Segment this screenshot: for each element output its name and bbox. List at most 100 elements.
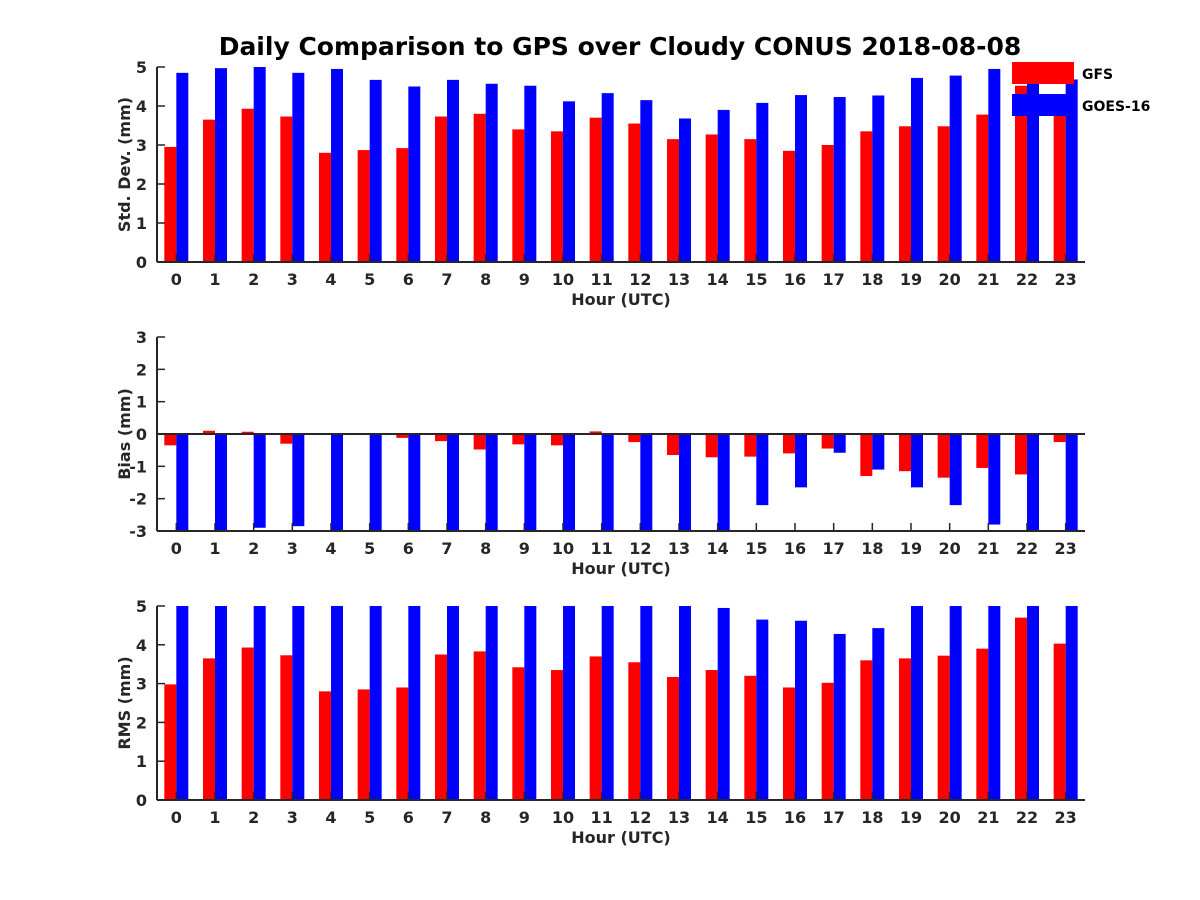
bar-stddev-goes-16-9 bbox=[524, 85, 537, 262]
bar-stddev-gfs-15 bbox=[744, 139, 757, 262]
bar-bias-gfs-3 bbox=[280, 434, 293, 444]
x-tick-label-rms: 19 bbox=[900, 808, 922, 827]
bar-rms-gfs-8 bbox=[473, 651, 486, 800]
y-tick-label-stddev: 0 bbox=[136, 253, 147, 272]
x-tick-label-rms: 11 bbox=[591, 808, 613, 827]
y-axis-label-bias: Bias (mm) bbox=[115, 388, 134, 480]
x-tick-label-rms: 17 bbox=[823, 808, 845, 827]
bar-stddev-gfs-7 bbox=[435, 116, 447, 262]
y-tick-label-bias: 2 bbox=[136, 360, 147, 379]
y-tick-label-stddev: 1 bbox=[136, 214, 147, 233]
bar-rms-gfs-23 bbox=[1053, 643, 1066, 800]
bar-bias-goes-16-1 bbox=[215, 434, 227, 531]
bar-stddev-gfs-19 bbox=[899, 126, 911, 262]
bar-stddev-goes-16-12 bbox=[640, 100, 653, 263]
bar-rms-gfs-15 bbox=[744, 675, 757, 800]
x-tick-label-bias: 16 bbox=[784, 539, 806, 558]
bar-stddev-gfs-17 bbox=[821, 145, 834, 262]
x-tick-label-rms: 12 bbox=[629, 808, 651, 827]
bar-stddev-gfs-16 bbox=[783, 150, 795, 262]
bar-rms-goes-16-13 bbox=[679, 606, 691, 800]
bar-rms-gfs-2 bbox=[241, 647, 254, 800]
bar-rms-goes-16-10 bbox=[563, 606, 575, 800]
x-tick-label-rms: 13 bbox=[668, 808, 690, 827]
bar-bias-goes-16-12 bbox=[640, 434, 653, 531]
bar-bias-gfs-12 bbox=[628, 434, 641, 443]
bar-bias-gfs-10 bbox=[551, 434, 563, 446]
bar-bias-gfs-17 bbox=[821, 434, 834, 449]
bar-stddev-gfs-11 bbox=[589, 117, 602, 262]
bar-bias-gfs-21 bbox=[976, 434, 989, 468]
bar-bias-gfs-18 bbox=[860, 434, 873, 477]
x-tick-label-rms: 9 bbox=[519, 808, 530, 827]
x-axis-label-stddev: Hour (UTC) bbox=[571, 290, 671, 309]
bar-stddev-gfs-21 bbox=[976, 114, 989, 262]
bar-stddev-goes-16-0 bbox=[176, 72, 189, 262]
x-tick-label-rms: 20 bbox=[939, 808, 961, 827]
bar-stddev-gfs-5 bbox=[357, 150, 370, 262]
bar-bias-gfs-19 bbox=[899, 434, 911, 472]
bar-stddev-gfs-22 bbox=[1015, 85, 1027, 262]
bar-bias-goes-16-10 bbox=[563, 434, 575, 531]
bar-stddev-gfs-14 bbox=[705, 134, 718, 262]
x-tick-label-rms: 23 bbox=[1055, 808, 1077, 827]
bar-stddev-goes-16-8 bbox=[485, 83, 498, 263]
x-tick-label-rms: 1 bbox=[209, 808, 220, 827]
bar-bias-goes-16-13 bbox=[679, 434, 691, 531]
bar-rms-goes-16-0 bbox=[176, 606, 189, 800]
bar-bias-goes-16-20 bbox=[949, 434, 962, 506]
bar-stddev-goes-16-3 bbox=[292, 72, 305, 262]
bar-rms-gfs-19 bbox=[899, 658, 911, 800]
bar-bias-gfs-6 bbox=[396, 434, 409, 438]
bar-stddev-goes-16-16 bbox=[795, 95, 807, 262]
x-tick-label-bias: 4 bbox=[325, 539, 336, 558]
bar-rms-goes-16-3 bbox=[292, 606, 305, 800]
x-tick-label-rms: 0 bbox=[171, 808, 182, 827]
x-tick-label-stddev: 19 bbox=[900, 270, 922, 289]
x-tick-label-stddev: 22 bbox=[1016, 270, 1038, 289]
x-tick-label-bias: 22 bbox=[1016, 539, 1038, 558]
bar-rms-goes-16-21 bbox=[988, 606, 1001, 800]
x-tick-label-stddev: 9 bbox=[519, 270, 530, 289]
bar-bias-goes-16-15 bbox=[756, 434, 769, 506]
x-tick-label-stddev: 0 bbox=[171, 270, 182, 289]
bar-rms-goes-16-8 bbox=[485, 606, 498, 800]
x-tick-label-rms: 15 bbox=[745, 808, 767, 827]
x-tick-label-bias: 6 bbox=[403, 539, 414, 558]
y-tick-label-stddev: 5 bbox=[136, 58, 147, 77]
x-tick-label-rms: 4 bbox=[325, 808, 336, 827]
x-tick-label-rms: 2 bbox=[248, 808, 259, 827]
x-tick-label-stddev: 7 bbox=[441, 270, 452, 289]
x-tick-label-stddev: 16 bbox=[784, 270, 806, 289]
bar-rms-gfs-4 bbox=[319, 691, 331, 800]
bar-rms-goes-16-1 bbox=[215, 606, 227, 800]
bar-stddev-gfs-10 bbox=[551, 131, 563, 262]
x-tick-label-rms: 3 bbox=[287, 808, 298, 827]
bar-bias-goes-16-5 bbox=[369, 434, 382, 531]
x-tick-label-stddev: 11 bbox=[591, 270, 613, 289]
y-tick-label-stddev: 2 bbox=[136, 175, 147, 194]
bar-bias-goes-16-14 bbox=[717, 434, 730, 531]
y-axis-label-stddev: Std. Dev. (mm) bbox=[115, 97, 134, 232]
bar-rms-goes-16-18 bbox=[872, 628, 885, 800]
bar-stddev-goes-16-14 bbox=[717, 109, 730, 263]
x-tick-label-rms: 5 bbox=[364, 808, 375, 827]
x-tick-label-stddev: 15 bbox=[745, 270, 767, 289]
bar-stddev-gfs-8 bbox=[473, 113, 486, 262]
bar-rms-gfs-20 bbox=[937, 655, 950, 800]
x-tick-label-bias: 2 bbox=[248, 539, 259, 558]
bar-rms-gfs-1 bbox=[203, 658, 215, 800]
bar-stddev-gfs-12 bbox=[628, 123, 641, 262]
legend-label-gfs: GFS bbox=[1082, 67, 1113, 83]
bar-rms-goes-16-22 bbox=[1027, 606, 1039, 800]
x-tick-label-bias: 9 bbox=[519, 539, 530, 558]
y-tick-label-bias: 1 bbox=[136, 393, 147, 412]
bar-bias-gfs-0 bbox=[164, 434, 177, 446]
x-tick-label-bias: 17 bbox=[823, 539, 845, 558]
bar-rms-gfs-14 bbox=[705, 670, 718, 800]
bar-bias-gfs-16 bbox=[783, 434, 795, 454]
x-tick-label-stddev: 3 bbox=[287, 270, 298, 289]
